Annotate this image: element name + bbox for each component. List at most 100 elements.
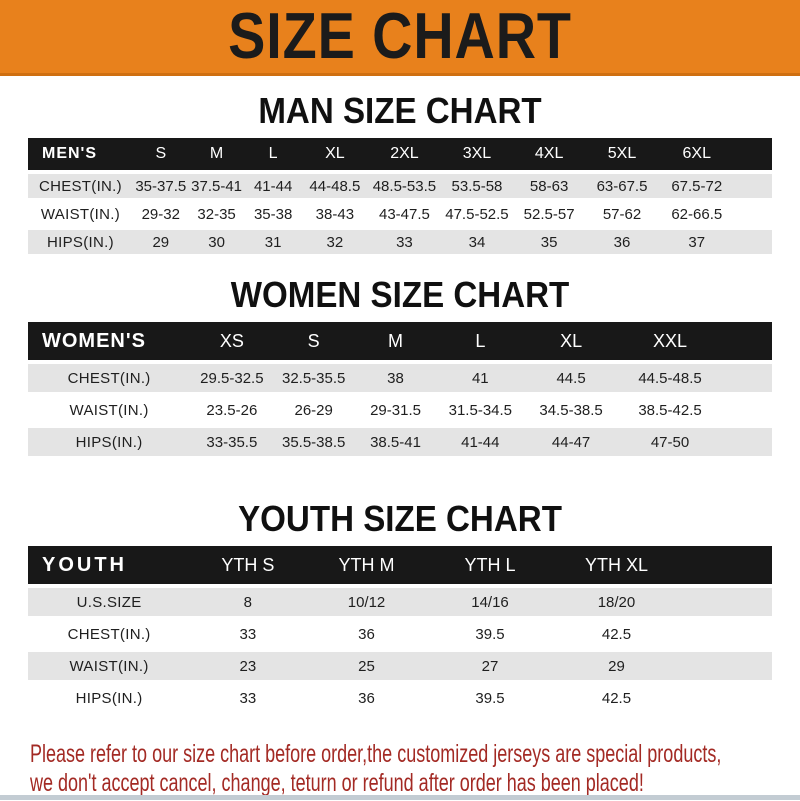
- size-value-cell: 47.5-52.5: [440, 202, 514, 226]
- spacer-cell: [721, 396, 772, 424]
- table-header-row: YOUTH YTH S YTH M YTH L YTH XL: [28, 546, 772, 584]
- size-column-header: YTH XL: [552, 546, 681, 584]
- size-value-cell: 47-50: [618, 428, 722, 456]
- size-column-header: XL: [301, 138, 368, 170]
- size-column-header: YTH L: [427, 546, 553, 584]
- table-row: CHEST(IN.) 33 36 39.5 42.5: [28, 620, 772, 648]
- women-section-heading: WOMEN SIZE CHART: [0, 276, 800, 314]
- banner-title: SIZE CHART: [228, 0, 572, 73]
- table-row: HIPS(IN.) 33-35.5 35.5-38.5 38.5-41 41-4…: [28, 428, 772, 456]
- size-column-header: 6XL: [658, 138, 735, 170]
- row-label: CHEST(IN.): [28, 174, 133, 198]
- table-row: CHEST(IN.) 35-37.5 37.5-41 41-44 44-48.5…: [28, 174, 772, 198]
- men-table-corner-label: MEN'S: [28, 138, 133, 170]
- size-value-cell: 35: [513, 230, 586, 254]
- size-column-header: L: [437, 322, 524, 360]
- spacer-cell: [680, 684, 772, 712]
- spacer-cell: [734, 202, 772, 226]
- size-value-cell: 36: [305, 684, 428, 712]
- size-column-header: S: [132, 138, 189, 170]
- size-column-header: M: [353, 322, 438, 360]
- row-label: HIPS(IN.): [28, 428, 191, 456]
- size-column-header: XL: [523, 322, 619, 360]
- size-value-cell: 29: [552, 652, 681, 680]
- disclaimer-line-1: Please refer to our size chart before or…: [30, 740, 800, 769]
- size-value-cell: 67.5-72: [658, 174, 735, 198]
- youth-size-table: YOUTH YTH S YTH M YTH L YTH XL U.S.SIZE …: [28, 542, 772, 716]
- size-value-cell: 33-35.5: [190, 428, 274, 456]
- size-value-cell: 38.5-41: [353, 428, 438, 456]
- disclaimer-line-2-text: we don't accept cancel, change, teturn o…: [30, 769, 644, 797]
- row-label: CHEST(IN.): [28, 364, 191, 392]
- size-value-cell: 18/20: [552, 588, 681, 616]
- size-value-cell: 42.5: [552, 684, 681, 712]
- size-value-cell: 35-37.5: [132, 174, 189, 198]
- bottom-edge-strip: [0, 795, 800, 800]
- size-value-cell: 63-67.5: [585, 174, 659, 198]
- youth-section-heading-text: YOUTH SIZE CHART: [238, 498, 562, 539]
- row-label: HIPS(IN.): [28, 684, 191, 712]
- size-value-cell: 44-47: [523, 428, 619, 456]
- spacer-cell: [680, 546, 772, 584]
- disclaimer-line-2: we don't accept cancel, change, teturn o…: [30, 769, 800, 798]
- size-value-cell: 42.5: [552, 620, 681, 648]
- table-row: HIPS(IN.) 33 36 39.5 42.5: [28, 684, 772, 712]
- spacer-cell: [680, 620, 772, 648]
- size-value-cell: 62-66.5: [658, 202, 735, 226]
- size-column-header: S: [273, 322, 354, 360]
- women-section-heading-text: WOMEN SIZE CHART: [230, 274, 570, 315]
- spacer-cell: [734, 138, 772, 170]
- size-column-header: XXL: [618, 322, 722, 360]
- size-value-cell: 32: [301, 230, 368, 254]
- men-section-heading-text: MAN SIZE CHART: [258, 90, 542, 131]
- size-value-cell: 29-32: [132, 202, 189, 226]
- size-value-cell: 58-63: [513, 174, 586, 198]
- size-value-cell: 53.5-58: [440, 174, 514, 198]
- size-value-cell: 57-62: [585, 202, 659, 226]
- table-row: WAIST(IN.) 23 25 27 29: [28, 652, 772, 680]
- row-label: WAIST(IN.): [28, 202, 133, 226]
- size-value-cell: 35.5-38.5: [273, 428, 354, 456]
- size-value-cell: 41: [437, 364, 524, 392]
- size-value-cell: 43-47.5: [367, 202, 441, 226]
- size-value-cell: 39.5: [427, 620, 553, 648]
- size-value-cell: 26-29: [273, 396, 354, 424]
- size-column-header: 4XL: [513, 138, 586, 170]
- spacer-cell: [734, 230, 772, 254]
- women-table-corner-label: WOMEN'S: [28, 322, 191, 360]
- size-value-cell: 8: [190, 588, 306, 616]
- size-value-cell: 23: [190, 652, 306, 680]
- size-value-cell: 36: [305, 620, 428, 648]
- men-section-heading: MAN SIZE CHART: [0, 92, 800, 130]
- size-value-cell: 38: [353, 364, 438, 392]
- size-value-cell: 31.5-34.5: [437, 396, 524, 424]
- size-column-header: XS: [190, 322, 274, 360]
- disclaimer-line-1-text: Please refer to our size chart before or…: [30, 740, 722, 768]
- men-size-table: MEN'S S M L XL 2XL 3XL 4XL 5XL 6XL CHEST…: [28, 134, 772, 258]
- size-column-header: 5XL: [585, 138, 659, 170]
- size-value-cell: 52.5-57: [513, 202, 586, 226]
- size-value-cell: 38-43: [301, 202, 368, 226]
- table-row: WAIST(IN.) 29-32 32-35 35-38 38-43 43-47…: [28, 202, 772, 226]
- row-label: WAIST(IN.): [28, 652, 191, 680]
- size-value-cell: 38.5-42.5: [618, 396, 722, 424]
- table-header-row: WOMEN'S XS S M L XL XXL: [28, 322, 772, 360]
- disclaimer-note: Please refer to our size chart before or…: [30, 740, 800, 798]
- size-value-cell: 33: [190, 684, 306, 712]
- size-value-cell: 14/16: [427, 588, 553, 616]
- size-value-cell: 41-44: [244, 174, 302, 198]
- table-row: HIPS(IN.) 29 30 31 32 33 34 35 36 37: [28, 230, 772, 254]
- size-value-cell: 31: [244, 230, 302, 254]
- youth-table-corner-label: YOUTH: [28, 546, 191, 584]
- size-column-header: 3XL: [440, 138, 514, 170]
- size-value-cell: 32.5-35.5: [273, 364, 354, 392]
- banner: SIZE CHART: [0, 0, 800, 76]
- size-value-cell: 33: [367, 230, 441, 254]
- row-label: CHEST(IN.): [28, 620, 191, 648]
- size-column-header: 2XL: [367, 138, 441, 170]
- size-value-cell: 29: [132, 230, 189, 254]
- size-value-cell: 44.5-48.5: [618, 364, 722, 392]
- table-row: WAIST(IN.) 23.5-26 26-29 29-31.5 31.5-34…: [28, 396, 772, 424]
- size-value-cell: 37: [658, 230, 735, 254]
